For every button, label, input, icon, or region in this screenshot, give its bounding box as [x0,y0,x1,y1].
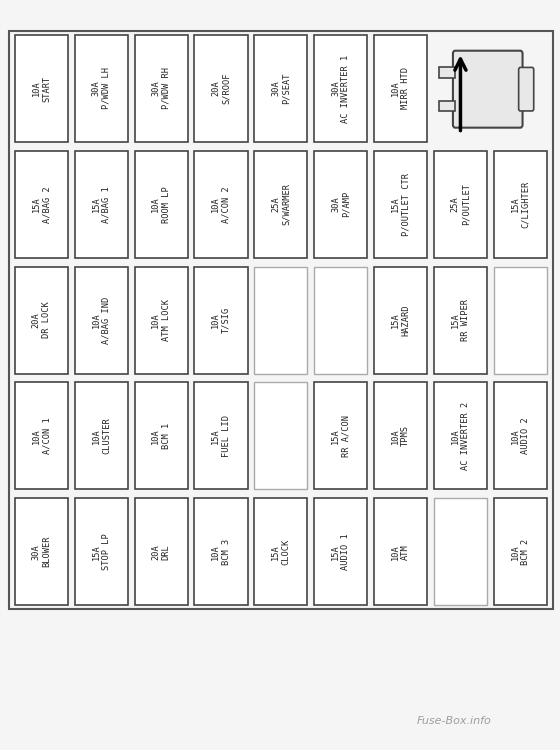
FancyBboxPatch shape [194,267,248,374]
FancyBboxPatch shape [15,498,68,605]
Text: 30A
P/WDW LH: 30A P/WDW LH [91,68,111,110]
Text: 10A
ATM: 10A ATM [391,544,410,560]
FancyBboxPatch shape [74,498,128,605]
Text: 20A
DRL: 20A DRL [151,544,171,560]
FancyBboxPatch shape [374,382,427,489]
FancyBboxPatch shape [494,267,547,374]
Text: 30A
AC INVERTER 1: 30A AC INVERTER 1 [331,54,351,122]
FancyBboxPatch shape [434,382,487,489]
FancyBboxPatch shape [134,267,188,374]
Text: 15A
P/OUTLET CTR: 15A P/OUTLET CTR [391,172,410,236]
Text: 15A
CLOCK: 15A CLOCK [271,538,291,565]
FancyBboxPatch shape [15,35,68,142]
FancyBboxPatch shape [374,35,427,142]
FancyBboxPatch shape [453,51,522,128]
FancyBboxPatch shape [194,382,248,489]
Text: 10A
ROOM LP: 10A ROOM LP [151,186,171,223]
Text: 20A
DR LOCK: 20A DR LOCK [32,302,51,338]
Text: 15A
AUDIO 1: 15A AUDIO 1 [331,533,351,570]
Text: 30A
P/AMP: 30A P/AMP [331,191,351,217]
FancyBboxPatch shape [434,151,487,258]
FancyBboxPatch shape [254,267,307,374]
Text: 10A
ATM LOCK: 10A ATM LOCK [151,299,171,341]
Text: 15A
STOP LP: 15A STOP LP [91,533,111,570]
FancyBboxPatch shape [494,382,547,489]
FancyBboxPatch shape [15,267,68,374]
Text: 10A
AUDIO 2: 10A AUDIO 2 [511,418,530,454]
FancyBboxPatch shape [134,498,188,605]
Text: 10A
BCM 1: 10A BCM 1 [151,423,171,449]
Text: 15A
FUEL LID: 15A FUEL LID [211,415,231,457]
Text: Fuse-Box.info: Fuse-Box.info [417,716,492,726]
Text: 15A
RR A/CON: 15A RR A/CON [331,415,351,457]
FancyBboxPatch shape [134,151,188,258]
FancyBboxPatch shape [494,498,547,605]
Text: 10A
CLUSTER: 10A CLUSTER [91,418,111,454]
Text: 15A
C/LIGHTER: 15A C/LIGHTER [511,181,530,228]
FancyBboxPatch shape [194,498,248,605]
Text: 30A
P/SEAT: 30A P/SEAT [271,73,291,104]
FancyBboxPatch shape [374,498,427,605]
FancyBboxPatch shape [134,35,188,142]
FancyBboxPatch shape [74,35,128,142]
Text: 30A
P/WDW RH: 30A P/WDW RH [151,68,171,110]
Text: 15A
A/BAG 2: 15A A/BAG 2 [32,186,51,223]
Text: 20A
S/ROOF: 20A S/ROOF [211,73,231,104]
FancyBboxPatch shape [314,498,367,605]
FancyBboxPatch shape [15,151,68,258]
FancyBboxPatch shape [254,382,307,489]
Text: 25A
P/OUTLET: 25A P/OUTLET [451,183,470,225]
Text: 10A
BCM 3: 10A BCM 3 [211,538,231,565]
FancyBboxPatch shape [254,151,307,258]
Text: 10A
A/CON 2: 10A A/CON 2 [211,186,231,223]
Text: 10A
T/SIG: 10A T/SIG [211,307,231,333]
FancyBboxPatch shape [74,382,128,489]
Text: 10A
MIRR HTD: 10A MIRR HTD [391,68,410,110]
FancyBboxPatch shape [374,151,427,258]
FancyBboxPatch shape [254,35,307,142]
FancyBboxPatch shape [434,498,487,605]
FancyBboxPatch shape [194,35,248,142]
FancyBboxPatch shape [434,267,487,374]
FancyBboxPatch shape [314,35,367,142]
FancyBboxPatch shape [494,151,547,258]
FancyBboxPatch shape [74,151,128,258]
Text: 15A
RR WIPER: 15A RR WIPER [451,299,470,341]
Text: 30A
BLOWER: 30A BLOWER [32,536,51,568]
FancyBboxPatch shape [74,267,128,374]
FancyBboxPatch shape [134,382,188,489]
Text: 10A
A/CON 1: 10A A/CON 1 [32,418,51,454]
FancyBboxPatch shape [374,267,427,374]
Text: 25A
S/WARMER: 25A S/WARMER [271,183,291,225]
Text: 15A
A/BAG 1: 15A A/BAG 1 [91,186,111,223]
FancyBboxPatch shape [15,382,68,489]
FancyBboxPatch shape [439,100,455,111]
FancyBboxPatch shape [194,151,248,258]
FancyBboxPatch shape [314,151,367,258]
FancyBboxPatch shape [519,68,534,111]
FancyBboxPatch shape [314,267,367,374]
Text: 10A
A/BAG IND: 10A A/BAG IND [91,296,111,344]
Text: 10A
TPMS: 10A TPMS [391,425,410,446]
Text: 10A
START: 10A START [32,75,51,101]
Text: 10A
AC INVERTER 2: 10A AC INVERTER 2 [451,402,470,470]
FancyBboxPatch shape [314,382,367,489]
Text: 15A
HAZARD: 15A HAZARD [391,304,410,336]
FancyBboxPatch shape [254,498,307,605]
Text: 10A
BCM 2: 10A BCM 2 [511,538,530,565]
FancyBboxPatch shape [439,67,455,78]
